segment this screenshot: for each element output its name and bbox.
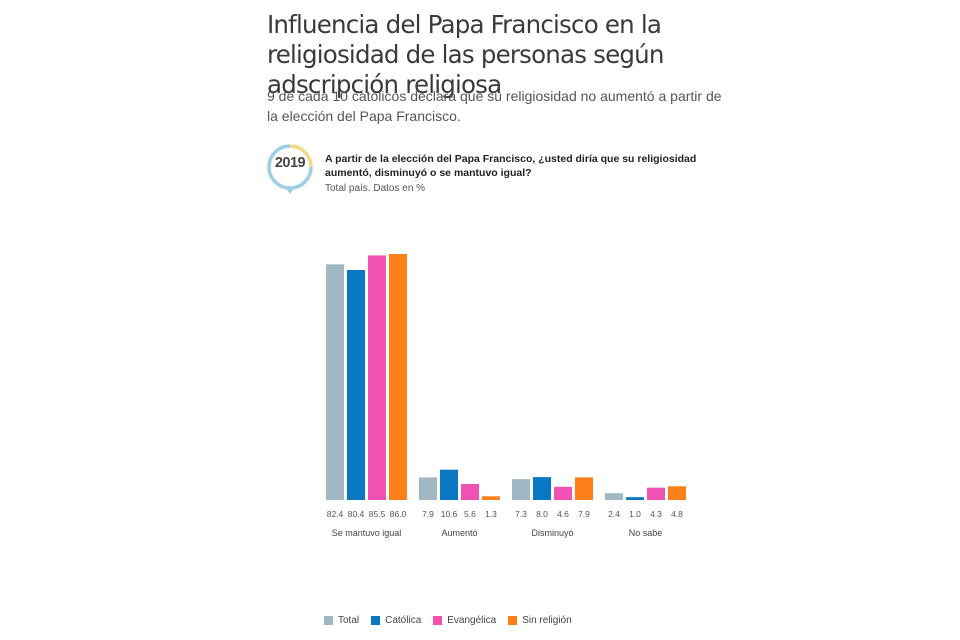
badge-arc-cool: [267, 144, 313, 190]
value-label: 4.6: [557, 509, 569, 519]
value-label: 10.6: [441, 509, 458, 519]
value-label: 5.6: [464, 509, 476, 519]
legend-label: Total: [338, 615, 360, 626]
legend-label: Católica: [385, 615, 422, 626]
bar-4-4: [668, 486, 686, 500]
legend-swatch: [371, 616, 381, 625]
bar-1-1: [326, 264, 344, 500]
bar-1-4: [605, 493, 623, 500]
value-label: 4.8: [671, 509, 683, 519]
legend-swatch: [324, 616, 333, 625]
value-label: 1.3: [485, 509, 497, 519]
bar-4-2: [482, 496, 500, 500]
bar-2-4: [626, 497, 644, 500]
legend-item: Total: [324, 615, 359, 626]
legend-swatch: [433, 616, 443, 625]
legend-item: Católica: [371, 615, 421, 626]
year-badge-icon: [267, 144, 313, 194]
bar-2-1: [347, 270, 365, 500]
value-label: 7.9: [422, 509, 434, 519]
badge-arc-warm: [289, 144, 313, 168]
bar-2-2: [440, 469, 458, 500]
bar-4-3: [575, 477, 593, 500]
value-label: 7.3: [515, 509, 527, 519]
value-label: 82.4: [327, 509, 344, 519]
badge-pointer: [285, 187, 295, 194]
bar-3-3: [554, 486, 572, 500]
legend-item: Sin religión: [508, 615, 572, 626]
bar-3-1: [368, 255, 386, 500]
bar-1-2: [419, 477, 437, 500]
chart-subtitle: 9 de cada 10 católicos declara que su re…: [267, 88, 722, 124]
chart-title: Influencia del Papa Francisco en la reli…: [267, 10, 664, 99]
value-label: 4.3: [650, 509, 662, 519]
category-label: Aumentó: [441, 528, 477, 538]
bar-3-4: [647, 487, 665, 500]
value-label: 7.9: [578, 509, 590, 519]
chart-legend: Total Católica Evangélica Sin religión: [324, 615, 572, 626]
bar-4-1: [389, 254, 407, 500]
legend-swatch: [508, 616, 518, 625]
data-note: Total país. Datos en %: [325, 183, 426, 194]
value-label: 1.0: [629, 509, 641, 519]
category-label: Disminuyó: [531, 528, 573, 538]
value-label: 80.4: [348, 509, 365, 519]
legend-item: Evangélica: [433, 615, 496, 626]
value-label: 86.0: [390, 509, 407, 519]
legend-label: Evangélica: [447, 615, 497, 626]
year-badge-label: 2019: [274, 155, 306, 171]
survey-question: A partir de la elección del Papa Francis…: [325, 153, 697, 179]
value-label: 8.0: [536, 509, 548, 519]
bar-3-2: [461, 483, 479, 500]
legend-label: Sin religión: [522, 615, 572, 626]
value-label: 85.5: [369, 509, 386, 519]
bar-1-3: [512, 479, 530, 500]
bar-2-3: [533, 477, 551, 500]
category-label: Se mantuvo igual: [332, 528, 402, 538]
value-label: 2.4: [608, 509, 620, 519]
category-label: No sabe: [629, 528, 663, 538]
